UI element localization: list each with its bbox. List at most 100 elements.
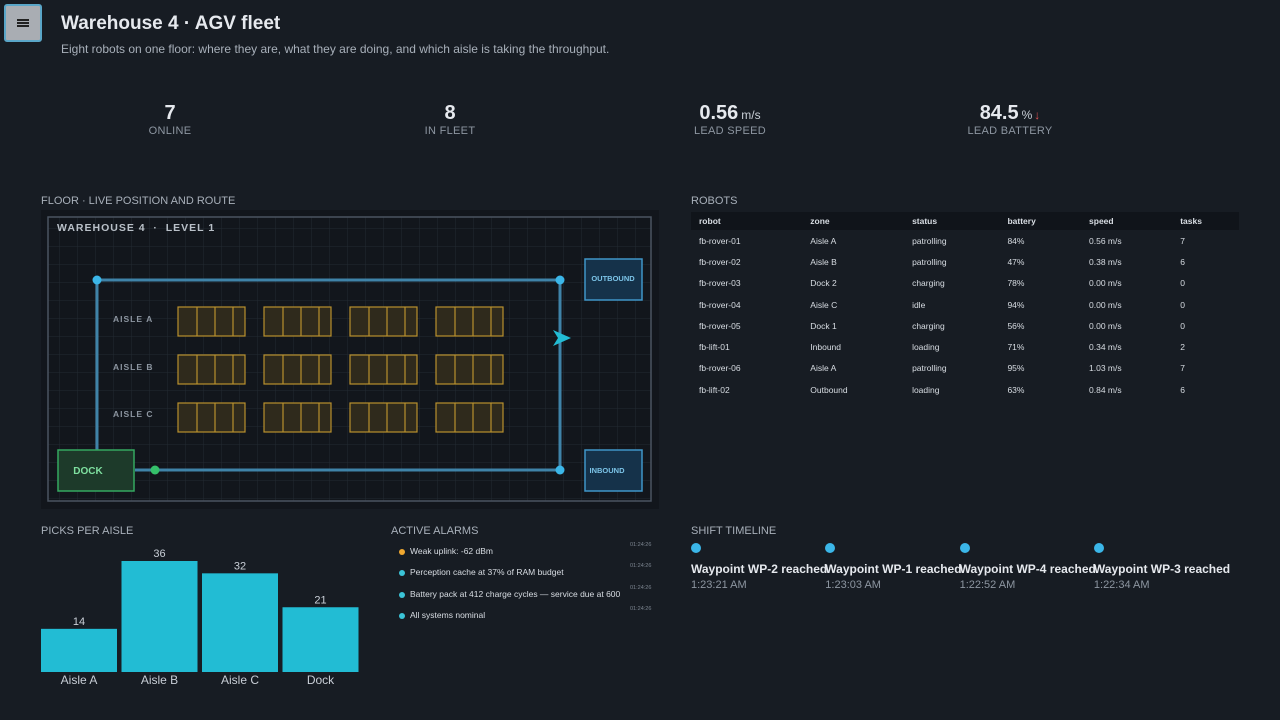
table-cell: fb-rover-05 bbox=[699, 320, 741, 331]
bar-chart: 14 Aisle A 36 Aisle B 32 Aisle C 21 Dock bbox=[41, 548, 359, 687]
kpi: 0.56 m/s LEAD SPEED bbox=[630, 102, 830, 137]
kpi: 7 ONLINE bbox=[70, 102, 270, 137]
rack bbox=[177, 354, 246, 385]
alarm-time: 01:24:26 bbox=[630, 542, 652, 548]
table-cell: fb-rover-04 bbox=[699, 299, 741, 310]
zone-label: OUTBOUND bbox=[591, 274, 635, 283]
section-title: ROBOTS bbox=[691, 195, 738, 207]
bar-value-label: 14 bbox=[73, 616, 85, 628]
x-tick-label: Aisle B bbox=[141, 673, 178, 687]
table-cell: patrolling bbox=[912, 256, 947, 267]
alarm-item: Battery pack at 412 charge cycles — serv… bbox=[391, 585, 651, 601]
table-cell: 0 bbox=[1180, 278, 1185, 289]
bar bbox=[41, 628, 117, 672]
rack bbox=[435, 354, 504, 385]
section-title: SHIFT TIMELINE bbox=[691, 525, 777, 537]
kpi-value-line: 84.5% ↓ bbox=[910, 102, 1110, 125]
table-row: fb-rover-03 Dock 2 charging 78% 0.00 m/s 0 bbox=[691, 273, 1239, 294]
event-text: Waypoint WP-3 reached bbox=[1093, 562, 1231, 576]
table-cell: Dock 2 bbox=[810, 278, 837, 289]
table-cell: fb-rover-03 bbox=[699, 278, 741, 289]
table-cell: 78% bbox=[1007, 278, 1025, 289]
kpi-value: 0.56 bbox=[699, 102, 739, 124]
table-row: fb-rover-06 Aisle A patrolling 95% 1.03 m/s 7 bbox=[691, 358, 1239, 379]
table-row: fb-rover-02 Aisle B patrolling 47% 0.38 m/s 6 bbox=[691, 251, 1239, 272]
table-cell: 0 bbox=[1180, 299, 1185, 310]
table-row: fb-rover-04 Aisle C idle 94% 0.00 m/s 0 bbox=[691, 294, 1239, 315]
timeline-event: Waypoint WP-2 reached 1:23:21 AM bbox=[691, 543, 827, 591]
table-cell: loading bbox=[912, 342, 940, 353]
event-time: 1:22:52 AM bbox=[959, 579, 1016, 591]
bar-value-label: 21 bbox=[314, 594, 326, 606]
table-row: fb-lift-02 Outbound loading 63% 0.84 m/s 6 bbox=[691, 379, 1239, 400]
aisle-label: AISLE C bbox=[113, 409, 154, 419]
rack bbox=[349, 306, 418, 337]
alarm-text: Weak uplink: -62 dBm bbox=[410, 546, 493, 556]
rack bbox=[263, 402, 332, 433]
kpi-value-line: 8 bbox=[350, 102, 550, 125]
table-cell: 84% bbox=[1007, 235, 1025, 246]
section-title: ACTIVE ALARMS bbox=[391, 525, 479, 537]
table-cell: Outbound bbox=[810, 384, 848, 395]
column-header: robot bbox=[691, 212, 803, 230]
table-cell: Aisle A bbox=[810, 363, 837, 374]
event-time: 1:22:34 AM bbox=[1093, 579, 1150, 591]
robots-table: robot zone status battery speed tasks fb-rover… bbox=[691, 212, 1239, 400]
column-header: zone bbox=[802, 212, 905, 230]
section-title: PICKS PER AISLE bbox=[41, 525, 134, 537]
table-cell: charging bbox=[912, 320, 945, 331]
event-text: Waypoint WP-2 reached bbox=[691, 562, 828, 576]
table-cell: Dock 1 bbox=[810, 320, 837, 331]
table-cell: patrolling bbox=[912, 235, 947, 246]
bar bbox=[121, 561, 198, 672]
event-text: Waypoint WP-4 reached bbox=[959, 562, 1096, 576]
page-title: Warehouse 4 · AGV fleet bbox=[61, 13, 281, 34]
table-cell: 0.00 m/s bbox=[1089, 278, 1122, 289]
event-text: Waypoint WP-1 reached bbox=[825, 562, 962, 576]
alarm-text: Battery pack at 412 charge cycles — serv… bbox=[410, 588, 621, 599]
timeline-dot bbox=[691, 543, 701, 553]
table-cell: 6 bbox=[1180, 384, 1185, 395]
table-cell: 0.56 m/s bbox=[1089, 235, 1122, 246]
column-header: status bbox=[904, 212, 1000, 230]
aisle-label: AISLE A bbox=[113, 314, 153, 324]
kpi-value-line: 0.56 m/s bbox=[630, 102, 830, 125]
table-cell: fb-lift-01 bbox=[699, 342, 730, 353]
kpi-unit: % bbox=[1021, 108, 1033, 122]
table-cell: 47% bbox=[1007, 256, 1025, 267]
alarm-time: 01:24:26 bbox=[630, 563, 652, 570]
table-cell: 94% bbox=[1007, 299, 1025, 310]
kpi: 84.5% ↓ LEAD BATTERY bbox=[910, 102, 1110, 137]
table-cell: 7 bbox=[1180, 235, 1185, 246]
page-subtitle: Eight robots on one floor: where they ar… bbox=[61, 42, 610, 56]
table-cell: 0.84 m/s bbox=[1089, 384, 1122, 395]
rack bbox=[263, 306, 332, 337]
table-cell: fb-rover-02 bbox=[699, 256, 741, 267]
timeline-event: Waypoint WP-1 reached 1:23:03 AM bbox=[825, 543, 962, 591]
kpi-trend: ↓ bbox=[1034, 108, 1041, 122]
table-cell: 63% bbox=[1007, 384, 1025, 395]
table-row: fb-rover-01 Aisle A patrolling 84% 0.56 m/s 7 bbox=[691, 230, 1239, 251]
kpi-unit: m/s bbox=[741, 108, 761, 122]
menu-button[interactable] bbox=[4, 4, 42, 42]
timeline-dot bbox=[825, 543, 836, 553]
kpi-label: IN FLEET bbox=[424, 125, 476, 137]
timeline-event: Waypoint WP-3 reached 1:22:34 AM bbox=[1093, 543, 1231, 591]
timeline-dot bbox=[959, 543, 970, 553]
event-time: 1:23:03 AM bbox=[825, 579, 881, 591]
alarm-dot bbox=[399, 549, 405, 555]
bar bbox=[282, 607, 359, 672]
alarm-text: Perception cache at 37% of RAM budget bbox=[410, 567, 564, 578]
table-cell: Aisle B bbox=[810, 256, 837, 267]
kpi: 8 IN FLEET bbox=[350, 102, 550, 137]
rack bbox=[435, 306, 504, 337]
kpi-value: 8 bbox=[444, 102, 456, 124]
timeline-event: Waypoint WP-4 reached 1:22:52 AM bbox=[959, 543, 1096, 591]
table-cell: loading bbox=[912, 384, 940, 395]
table-row: fb-lift-01 Inbound loading 71% 0.34 m/s 2 bbox=[691, 336, 1239, 357]
table-row: fb-rover-05 Dock 1 charging 56% 0.00 m/s 0 bbox=[691, 315, 1239, 336]
column-header: speed bbox=[1081, 212, 1173, 230]
rack bbox=[349, 354, 418, 385]
column-header: tasks bbox=[1172, 212, 1239, 230]
